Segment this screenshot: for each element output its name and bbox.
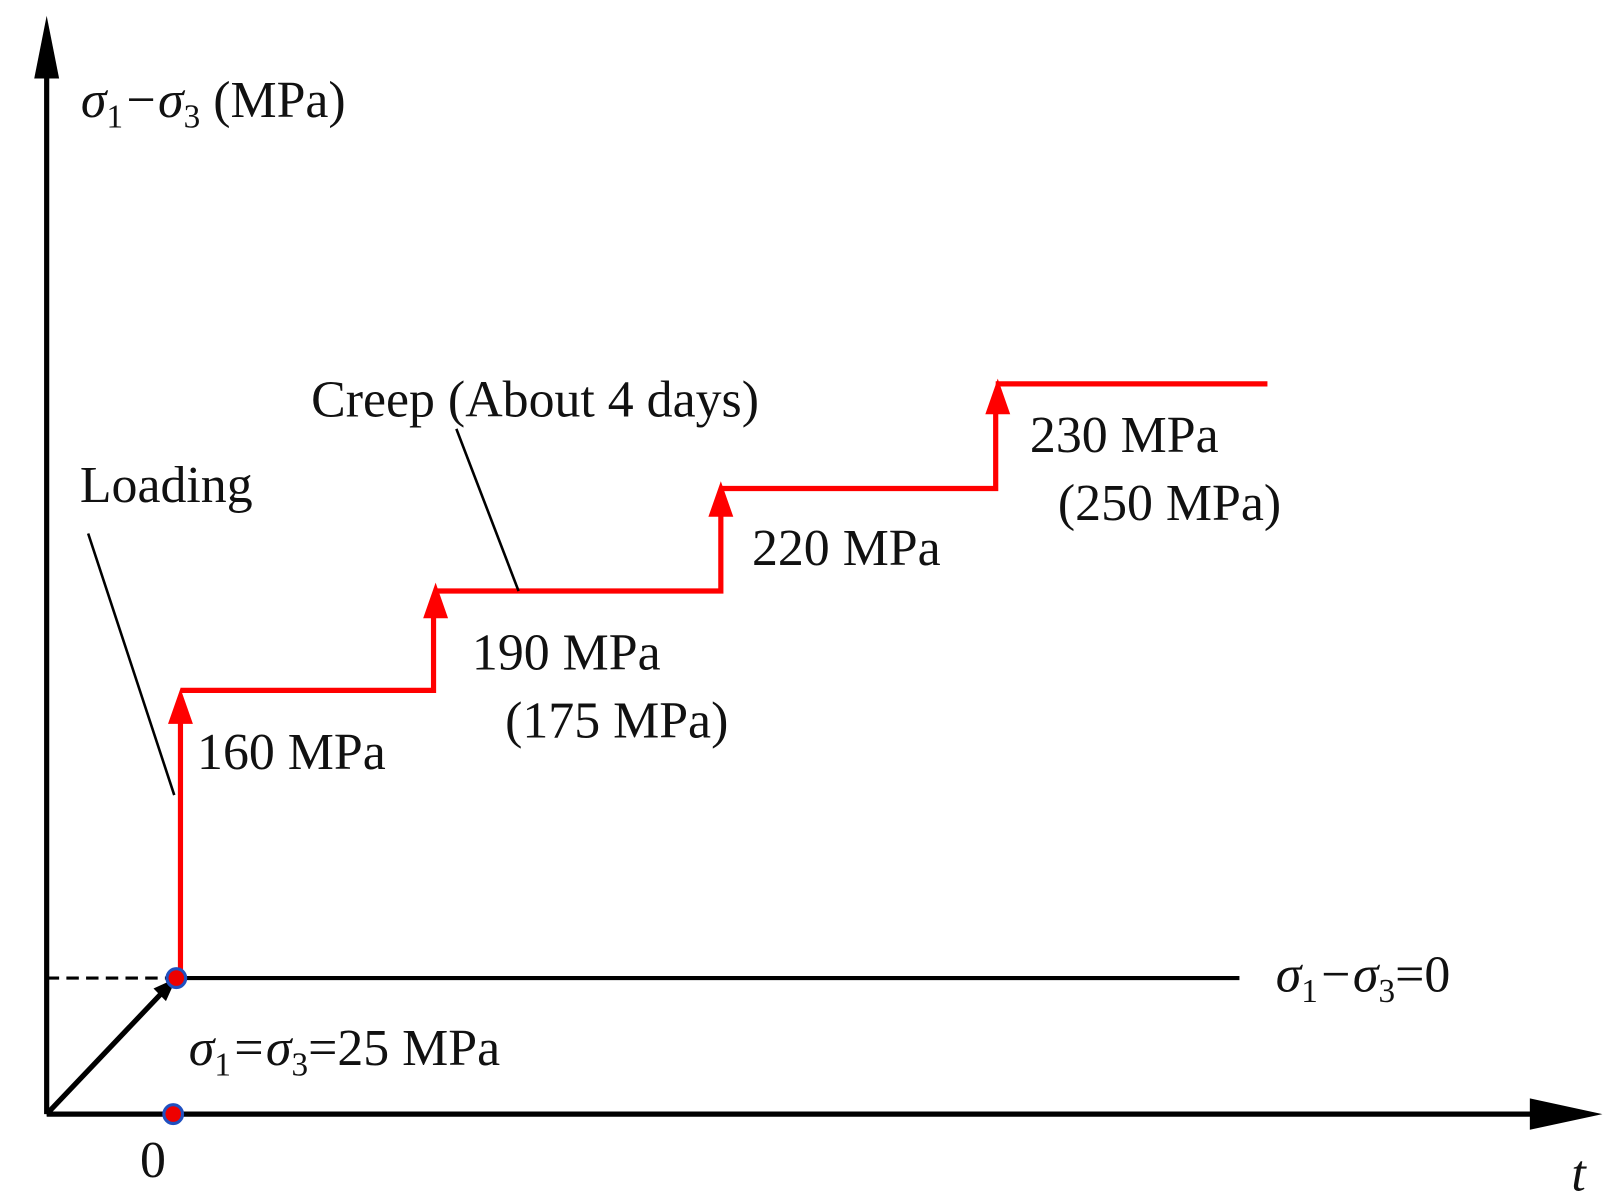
y-axis-arrow xyxy=(34,15,60,79)
label-part: σ xyxy=(189,1020,217,1077)
label-part: 1 xyxy=(106,98,123,135)
label-part: σ xyxy=(1276,946,1304,1003)
label-part: 1 xyxy=(1301,973,1318,1010)
label-part: =0 xyxy=(1395,946,1450,1003)
label-part: =σ xyxy=(231,1020,294,1077)
point xyxy=(165,967,188,990)
stage-label: (175 MPa) xyxy=(505,692,728,749)
x-axis-arrow xyxy=(1529,1098,1603,1130)
stage-label: 220 MPa xyxy=(752,520,941,577)
load-path xyxy=(177,381,1268,979)
label-part: 3 xyxy=(292,1046,309,1083)
label-part: 3 xyxy=(1378,973,1395,1010)
origin-label: 0 xyxy=(140,1132,166,1189)
confining-label: σ1=σ3=25 MPa xyxy=(189,1020,500,1084)
x-axis-label: t xyxy=(1571,1145,1587,1202)
y-axis-label: σ1−σ3 (MPa) xyxy=(81,72,346,136)
label-part: 3 xyxy=(184,98,201,135)
baseline-label: σ1−σ3=0 xyxy=(1276,946,1451,1010)
label-part: =25 MPa xyxy=(308,1020,500,1077)
stage-label: 190 MPa xyxy=(472,624,661,681)
label-part: σ xyxy=(81,72,109,129)
stage-label: (250 MPa) xyxy=(1058,475,1281,532)
point xyxy=(162,1103,185,1126)
label-part: (MPa) xyxy=(200,72,345,129)
stage-label: 230 MPa xyxy=(1030,407,1219,464)
label-part: 1 xyxy=(214,1046,231,1083)
label-part: −σ xyxy=(1318,946,1381,1003)
annotation: Creep (About 4 days) xyxy=(311,371,759,428)
leader-line xyxy=(455,428,520,592)
hydrostatic-arrow xyxy=(46,984,170,1114)
leader-line xyxy=(86,533,176,796)
stage-label: 160 MPa xyxy=(197,724,386,781)
annotation: Loading xyxy=(80,457,253,514)
label-part: −σ xyxy=(123,72,186,129)
